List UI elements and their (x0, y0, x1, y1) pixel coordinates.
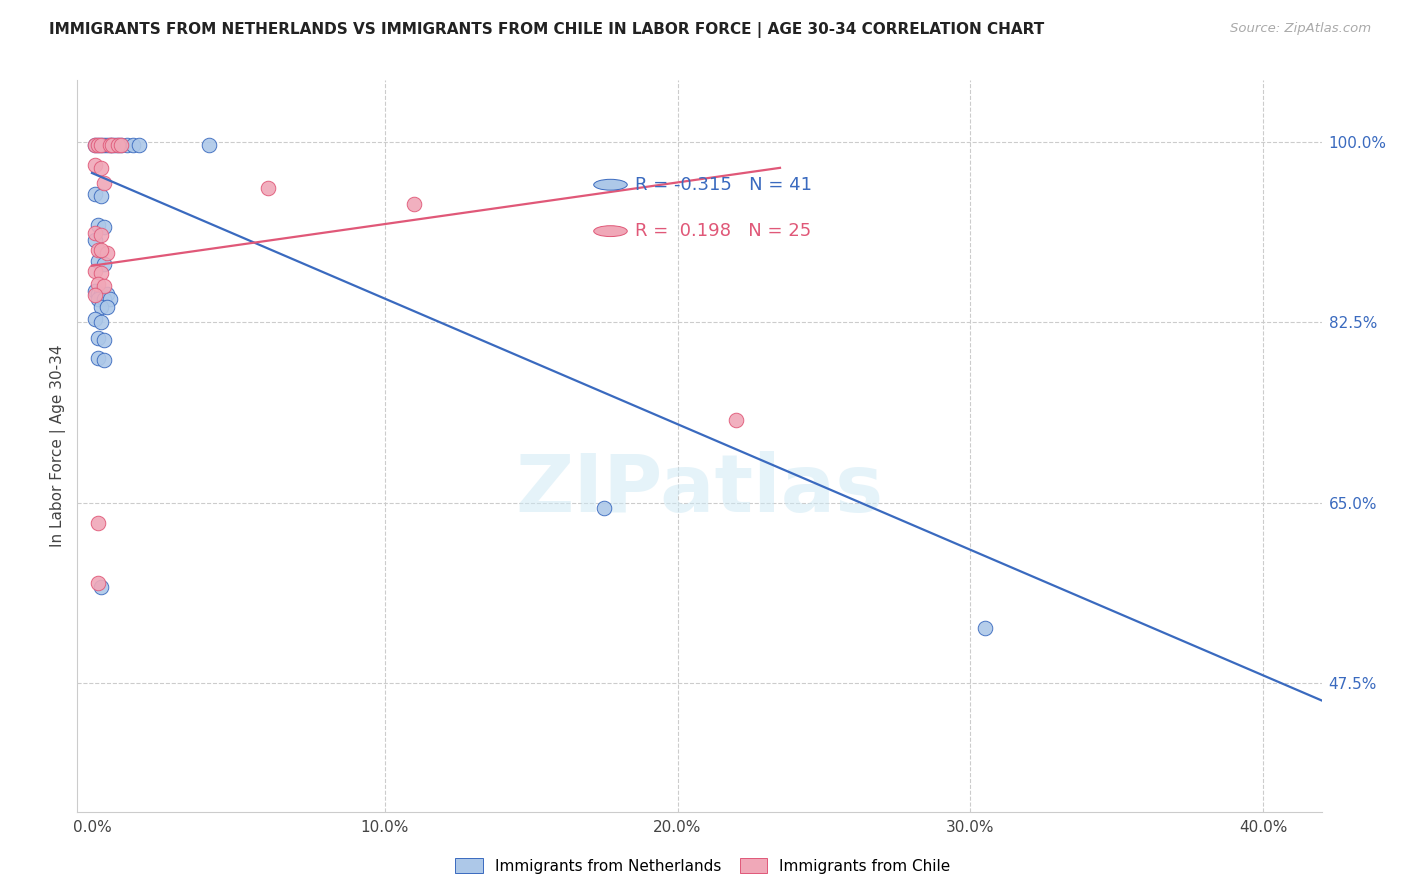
Point (90, 188, 112, 202)
Point (83, 158, 105, 172)
Point (83, 186, 105, 201)
Point (96, 246, 118, 260)
Point (87, 351, 110, 366)
Point (90, 300, 112, 314)
Point (83, 312, 105, 326)
Point (122, 138, 145, 153)
Point (402, 197, 425, 211)
Point (107, 138, 129, 153)
Point (93, 292, 115, 306)
Point (90, 138, 112, 153)
Point (87, 277, 110, 292)
Point (87, 516, 110, 531)
Point (90, 244, 112, 258)
Point (93, 353, 115, 368)
Point (96, 286, 118, 301)
Point (87, 218, 110, 232)
Circle shape (593, 179, 627, 190)
Point (87, 576, 110, 591)
Point (83, 138, 105, 153)
Point (90, 286, 112, 301)
Point (256, 181, 278, 195)
Point (87, 286, 110, 301)
Text: Source: ZipAtlas.com: Source: ZipAtlas.com (1230, 22, 1371, 36)
Point (198, 138, 221, 153)
Point (98, 138, 121, 153)
Point (90, 315, 112, 329)
Text: R = -0.315   N = 41: R = -0.315 N = 41 (636, 176, 811, 194)
Point (90, 161, 112, 175)
Point (128, 138, 150, 153)
Point (101, 138, 124, 153)
Point (93, 333, 115, 347)
Point (87, 253, 110, 268)
Circle shape (593, 226, 627, 236)
Point (87, 331, 110, 345)
Legend: Immigrants from Netherlands, Immigrants from Chile: Immigrants from Netherlands, Immigrants … (449, 852, 957, 880)
Point (98, 292, 121, 306)
Point (87, 292, 110, 306)
Point (83, 287, 105, 301)
Text: ZIPatlas: ZIPatlas (516, 450, 883, 529)
Point (87, 138, 110, 153)
Text: IMMIGRANTS FROM NETHERLANDS VS IMMIGRANTS FROM CHILE IN LABOR FORCE | AGE 30-34 : IMMIGRANTS FROM NETHERLANDS VS IMMIGRANT… (49, 22, 1045, 38)
Point (83, 233, 105, 247)
Point (101, 138, 124, 153)
Point (974, 621, 997, 635)
Point (115, 138, 138, 153)
Text: R =  0.198   N = 25: R = 0.198 N = 25 (636, 222, 811, 240)
Point (93, 138, 115, 153)
Point (107, 138, 129, 153)
Point (93, 279, 115, 293)
Point (93, 176, 115, 190)
Point (83, 264, 105, 278)
Point (83, 285, 105, 299)
Point (93, 219, 115, 234)
Point (725, 413, 748, 427)
Point (96, 138, 118, 153)
Point (104, 138, 127, 153)
Point (87, 138, 110, 153)
Point (87, 244, 110, 258)
Point (110, 138, 132, 153)
Point (110, 138, 132, 153)
Point (593, 500, 616, 515)
Point (90, 138, 112, 153)
Point (83, 138, 105, 153)
Point (96, 300, 118, 314)
Point (83, 226, 105, 240)
Point (90, 227, 112, 242)
Point (93, 257, 115, 271)
Point (98, 138, 121, 153)
Point (90, 580, 112, 594)
Y-axis label: In Labor Force | Age 30-34: In Labor Force | Age 30-34 (51, 344, 66, 548)
Point (90, 266, 112, 280)
